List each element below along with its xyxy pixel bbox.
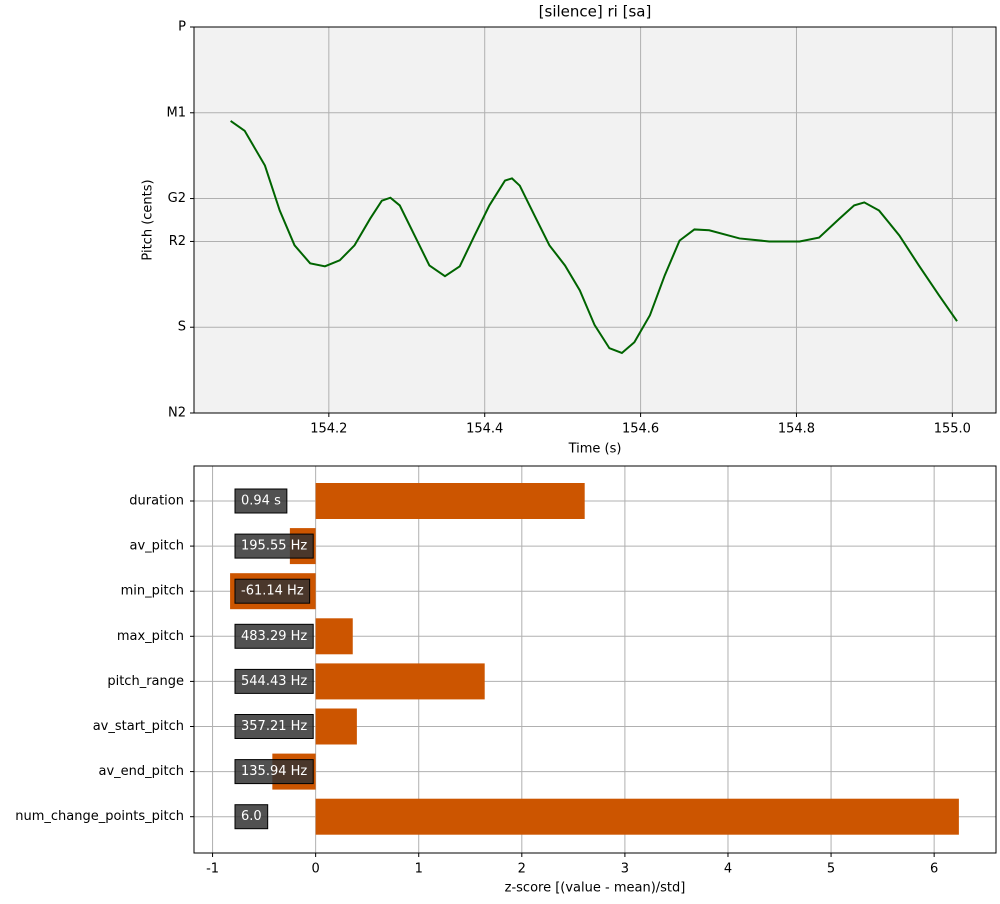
x-tick-label: 5 [827, 862, 835, 877]
annotation-text: 195.55 Hz [241, 539, 307, 554]
bar [315, 798, 959, 835]
bar [315, 483, 585, 519]
y-tick-label: av_end_pitch [99, 764, 185, 779]
axes-frame [193, 465, 997, 854]
x-tick-label: 0 [311, 862, 319, 877]
y-tick-label: duration [129, 494, 184, 509]
axes-frame [193, 26, 997, 414]
annotation-box [234, 759, 314, 785]
x-tick-label: 154.8 [778, 422, 815, 437]
annotation-box [234, 668, 314, 694]
chart-title: [silence] ri [sa] [539, 3, 652, 21]
plot-1: 154.2 154.4 154.6 154.8 155.0 N2 S R2 G2 M1 P [167, 20, 996, 437]
annotation-text: 0.94 s [241, 494, 281, 509]
y-tick-label: M1 [167, 105, 187, 120]
annotation-text: 483.29 Hz [241, 629, 307, 644]
plot-2: -1 0 1 2 3 4 5 6 duration av_pitch min_pitch max_pi… [15, 466, 996, 877]
y-tick-label: av_pitch [129, 539, 184, 554]
annotation-text: -61.14 Hz [241, 584, 304, 599]
x-axis-label: Time (s) [568, 442, 622, 457]
annotation-box [234, 533, 314, 559]
x-tick-label: 154.2 [310, 422, 347, 437]
annotation-text: 544.43 Hz [241, 674, 307, 689]
x-tick-label: -1 [206, 862, 219, 877]
annotation-box [234, 623, 314, 649]
y-tick-label: S [178, 320, 186, 335]
pitch-line [230, 120, 958, 355]
x-axis-label: z-score [(value - mean)/std] [505, 881, 686, 896]
x-tick-label: 6 [930, 862, 938, 877]
y-tick-label: N2 [168, 406, 186, 421]
annotation-text: 6.0 [241, 809, 262, 824]
x-tick-label: 1 [415, 862, 423, 877]
y-tick-label: av_start_pitch [93, 719, 184, 734]
x-tick-label: 155.0 [934, 422, 971, 437]
annotation-box [234, 804, 269, 830]
annotation-box [234, 714, 314, 739]
bar [315, 663, 485, 700]
y-tick-label: G2 [168, 191, 186, 206]
annotation-box [234, 488, 288, 514]
x-tick-label: 154.4 [466, 422, 503, 437]
y-tick-label: num_change_points_pitch [15, 809, 184, 824]
x-tick-label: 154.6 [622, 422, 659, 437]
annotation-text: 135.94 Hz [241, 764, 307, 779]
plot-background [194, 27, 996, 413]
x-tick-label: 3 [621, 862, 629, 877]
y-tick-label: min_pitch [121, 584, 184, 599]
bar [315, 618, 353, 655]
x-tick-label: 2 [518, 862, 526, 877]
bar [315, 708, 357, 745]
annotation-text: 357.21 Hz [241, 719, 307, 734]
x-tick-label: 4 [724, 862, 732, 877]
y-tick-label: pitch_range [107, 674, 184, 689]
annotation-box [234, 578, 311, 604]
y-tick-label: R2 [169, 234, 186, 249]
y-tick-label: max_pitch [117, 629, 184, 644]
y-axis-label: Pitch (cents) [141, 179, 156, 260]
y-tick-label: P [178, 20, 186, 35]
